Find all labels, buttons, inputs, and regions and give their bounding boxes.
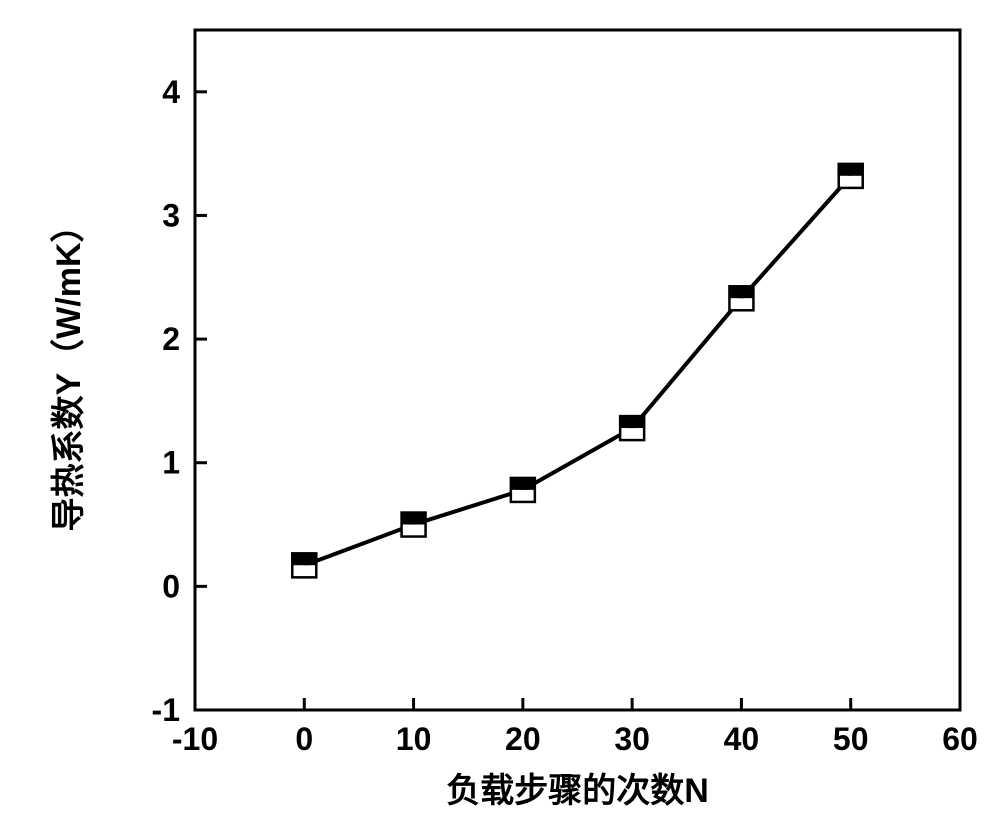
data-marker bbox=[839, 164, 863, 188]
line-chart: -100102030405060-101234负载步骤的次数N导热系数Y（W/m… bbox=[0, 0, 1000, 824]
x-tick-label: 60 bbox=[942, 721, 978, 757]
x-tick-label: 0 bbox=[295, 721, 313, 757]
y-tick-label: 3 bbox=[162, 197, 180, 233]
y-tick-label: -1 bbox=[152, 692, 180, 728]
data-marker bbox=[620, 416, 644, 440]
y-tick-label: 4 bbox=[162, 74, 180, 110]
data-marker bbox=[729, 286, 753, 310]
y-axis-label: 导热系数Y（W/mK） bbox=[49, 209, 88, 532]
data-marker bbox=[511, 478, 535, 502]
x-tick-label: 30 bbox=[614, 721, 650, 757]
x-tick-label: 10 bbox=[396, 721, 432, 757]
chart-container: -100102030405060-101234负载步骤的次数N导热系数Y（W/m… bbox=[0, 0, 1000, 824]
y-tick-label: 1 bbox=[162, 445, 180, 481]
data-marker bbox=[402, 513, 426, 537]
y-tick-label: 2 bbox=[162, 321, 180, 357]
y-tick-label: 0 bbox=[162, 568, 180, 604]
x-tick-label: 40 bbox=[724, 721, 760, 757]
x-tick-label: 20 bbox=[505, 721, 541, 757]
data-marker bbox=[292, 553, 316, 577]
x-axis-label: 负载步骤的次数N bbox=[446, 772, 709, 810]
x-tick-label: 50 bbox=[833, 721, 869, 757]
